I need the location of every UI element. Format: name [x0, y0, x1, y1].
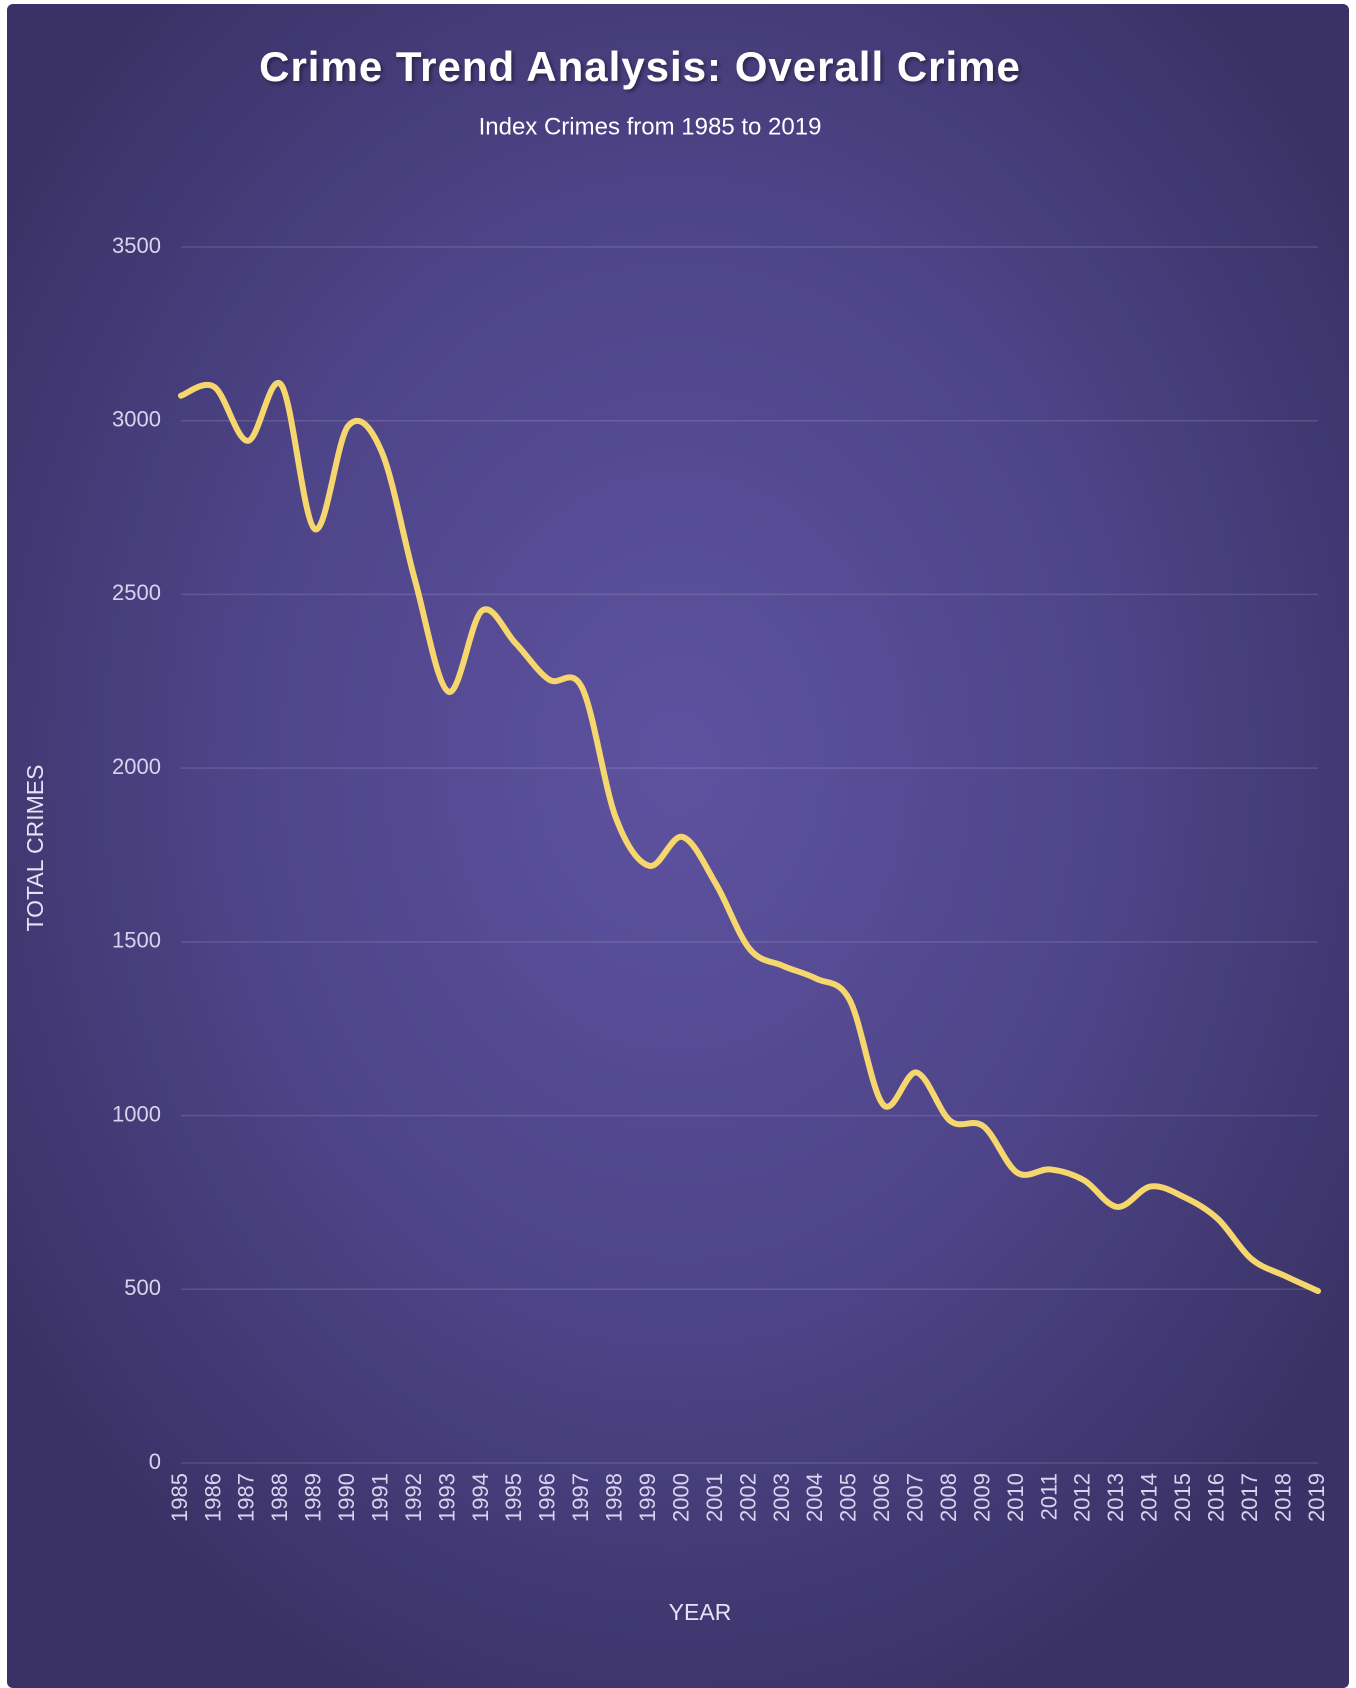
- y-tick-label: 500: [124, 1275, 161, 1300]
- x-tick-label: 2016: [1203, 1473, 1228, 1522]
- x-tick-label: 1997: [568, 1473, 593, 1522]
- x-tick-label: 2011: [1036, 1473, 1061, 1520]
- y-tick-label: 1500: [112, 928, 161, 953]
- x-tick-label: 1988: [267, 1473, 292, 1522]
- x-tick-label: 1999: [635, 1473, 660, 1522]
- x-tick-label: 1998: [602, 1473, 627, 1522]
- x-tick-label: 2006: [869, 1473, 894, 1522]
- x-tick-label: 2002: [735, 1473, 760, 1522]
- x-tick-label: 2005: [836, 1473, 861, 1522]
- x-tick-label: 1994: [468, 1473, 493, 1522]
- x-tick-label: 2001: [702, 1473, 727, 1522]
- x-tick-label: 2000: [668, 1473, 693, 1522]
- y-tick-label: 3500: [112, 233, 161, 258]
- x-tick-label: 1989: [301, 1473, 326, 1522]
- x-tick-label: 1987: [234, 1473, 259, 1522]
- x-tick-label: 2014: [1137, 1473, 1162, 1522]
- x-tick-label: 2009: [969, 1473, 994, 1522]
- chart-title: Crime Trend Analysis: Overall Crime: [259, 43, 1021, 90]
- x-tick-label: 2004: [802, 1473, 827, 1522]
- y-axis-label: TOTAL CRIMES: [22, 765, 48, 932]
- x-axis-label: YEAR: [669, 1599, 732, 1625]
- data-line: [178, 379, 1321, 1295]
- x-tick-label: 1996: [535, 1473, 560, 1522]
- x-tick-label: 2018: [1270, 1473, 1295, 1522]
- x-tick-label: 2008: [936, 1473, 961, 1522]
- chart-subtitle: Index Crimes from 1985 to 2019: [479, 113, 822, 140]
- x-tick-label: 1992: [401, 1473, 426, 1522]
- x-tick-label: 2012: [1070, 1473, 1095, 1522]
- x-tick-label: 1985: [167, 1473, 192, 1522]
- x-tick-label: 1990: [334, 1473, 359, 1522]
- y-tick-label: 0: [149, 1449, 161, 1474]
- x-tick-label: 2015: [1170, 1473, 1195, 1522]
- y-tick-label: 2000: [112, 754, 161, 779]
- x-tick-label: 2013: [1103, 1473, 1128, 1522]
- y-tick-label: 3000: [112, 407, 161, 432]
- y-tick-label: 2500: [112, 580, 161, 605]
- x-tick-label: 2003: [769, 1473, 794, 1522]
- x-tick-label: 2007: [903, 1473, 928, 1522]
- chart-background: [7, 4, 1349, 1688]
- x-tick-label: 1993: [434, 1473, 459, 1522]
- x-tick-label: 2019: [1304, 1473, 1329, 1522]
- x-tick-label: 2010: [1003, 1473, 1028, 1522]
- x-tick-label: 2017: [1237, 1473, 1262, 1522]
- x-tick-label: 1995: [501, 1473, 526, 1522]
- y-tick-label: 1000: [112, 1101, 161, 1126]
- x-tick-label: 1991: [367, 1473, 392, 1522]
- x-tick-label: 1986: [200, 1473, 225, 1522]
